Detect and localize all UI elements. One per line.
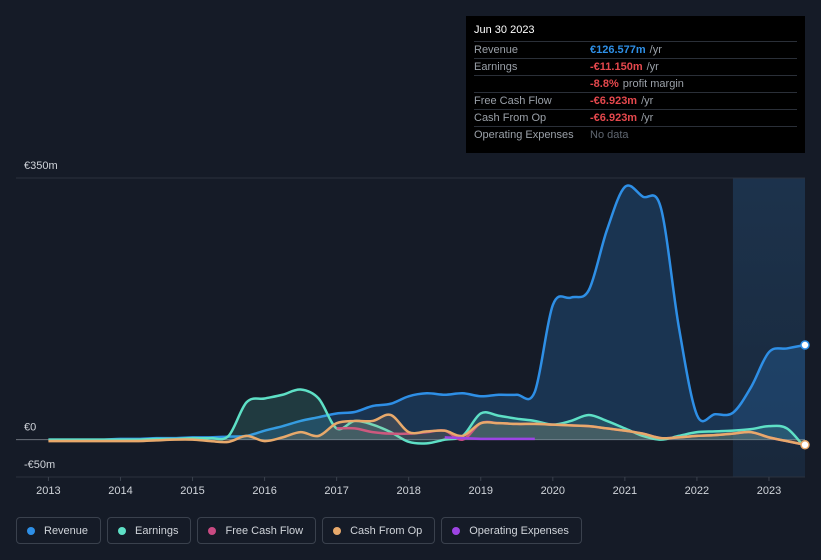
legend-dot xyxy=(452,526,461,535)
tooltip-label: Cash From Op xyxy=(474,112,547,124)
tooltip-row: Free Cash Flow -€6.923m/yr xyxy=(474,92,797,109)
x-tick-label: 2020 xyxy=(541,485,565,497)
tooltip-label: Free Cash Flow xyxy=(474,95,552,107)
tooltip-row: Revenue €126.577m/yr xyxy=(474,41,797,58)
tooltip: Jun 30 2023 Revenue €126.577m/yr Earnings -€… xyxy=(466,16,805,153)
tooltip-label: Earnings xyxy=(474,61,518,73)
end-point xyxy=(800,340,810,350)
legend-dot xyxy=(333,526,342,535)
legend-label: Operating Expenses xyxy=(469,524,569,537)
legend-item[interactable]: Revenue xyxy=(16,517,102,544)
series-line xyxy=(48,413,806,447)
tooltip-unit: /yr xyxy=(646,61,659,73)
legend-item[interactable]: Free Cash Flow xyxy=(197,517,317,544)
legend-item[interactable]: Operating Expenses xyxy=(441,517,582,544)
tooltip-label: Revenue xyxy=(474,44,519,56)
legend: Revenue Earnings Free Cash Flow Cash From O… xyxy=(16,517,582,544)
tooltip-value: -€6.923m xyxy=(590,95,638,107)
series-area xyxy=(48,414,805,445)
legend-label: Cash From Op xyxy=(350,524,423,537)
tooltip-unit: /yr xyxy=(649,44,662,56)
series-area xyxy=(48,389,805,448)
tooltip-label: Operating Expenses xyxy=(474,129,574,141)
end-point xyxy=(800,440,810,450)
x-tick-label: 2022 xyxy=(685,485,709,497)
legend-dot xyxy=(27,526,35,535)
x-tick-label: 2013 xyxy=(36,485,60,497)
legend-label: Earnings xyxy=(135,524,179,537)
legend-label: Revenue xyxy=(44,524,89,537)
tooltip-value: -€11.150m xyxy=(590,61,643,73)
x-tick-label: 2018 xyxy=(396,485,420,497)
tooltip-value: €126.577m xyxy=(590,44,646,56)
x-tick-label: 2014 xyxy=(108,485,132,497)
y-tick-label: €350m xyxy=(24,160,58,172)
tooltip-value: -€6.923m xyxy=(590,112,638,124)
x-tick-label: 2023 xyxy=(757,485,781,497)
tooltip-unit: /yr xyxy=(641,112,654,124)
tooltip-value: No data xyxy=(590,129,629,141)
tooltip-row: Operating Expenses No data xyxy=(474,126,797,143)
legend-item[interactable]: Earnings xyxy=(107,517,192,544)
tooltip-unit: /yr xyxy=(641,95,654,107)
tooltip-row: -8.8% profit margin xyxy=(474,75,797,92)
legend-dot xyxy=(118,526,127,535)
series-line xyxy=(444,436,535,441)
x-tick-label: 2019 xyxy=(469,485,493,497)
tooltip-value: -8.8% xyxy=(590,78,619,90)
tooltip-date: Jun 30 2023 xyxy=(474,24,535,36)
tooltip-row: Earnings -€11.150m/yr xyxy=(474,58,797,75)
tooltip-unit: profit margin xyxy=(622,78,684,90)
y-tick-label: €0 xyxy=(24,422,36,434)
legend-item[interactable]: Cash From Op xyxy=(322,517,436,544)
legend-label: Free Cash Flow xyxy=(225,524,304,537)
y-tick-label: -€50m xyxy=(24,459,55,471)
tooltip-row: Cash From Op -€6.923m/yr xyxy=(474,109,797,126)
x-tick-label: 2021 xyxy=(613,485,637,497)
x-tick-label: 2017 xyxy=(324,485,348,497)
legend-dot xyxy=(208,526,217,535)
x-tick-label: 2016 xyxy=(252,485,276,497)
x-tick-label: 2015 xyxy=(180,485,204,497)
series-area xyxy=(48,185,805,440)
